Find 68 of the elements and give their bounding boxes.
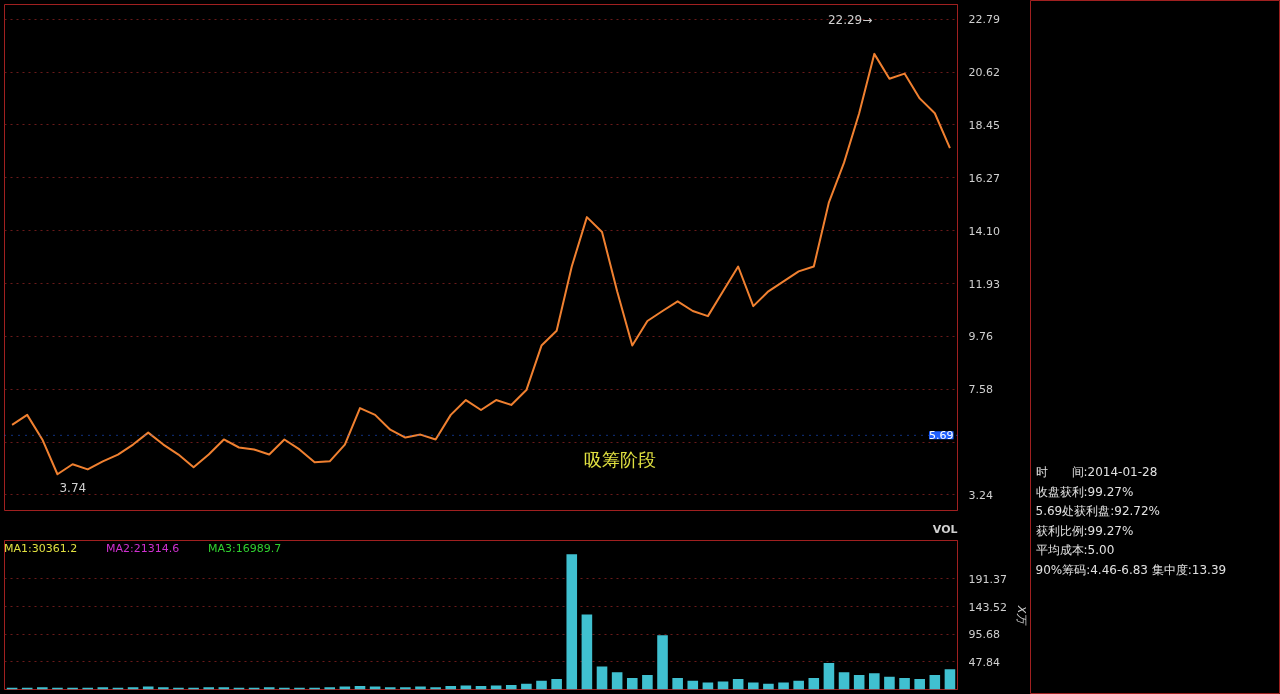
annotation: 22.29→ xyxy=(827,12,873,27)
bar xyxy=(551,679,562,690)
bar xyxy=(460,685,472,690)
bar xyxy=(914,679,925,690)
bar xyxy=(536,680,547,690)
bar xyxy=(263,687,275,690)
bar xyxy=(626,677,638,690)
annotation: 吸筹阶段 xyxy=(583,449,656,471)
bar xyxy=(611,672,623,690)
y-tick-label: 14.10 xyxy=(968,224,1000,238)
bar xyxy=(324,687,336,690)
bar xyxy=(823,662,835,690)
bar xyxy=(687,680,699,690)
bar xyxy=(717,681,729,690)
bar xyxy=(657,635,668,690)
bar xyxy=(763,683,774,690)
bar xyxy=(384,687,396,690)
bar xyxy=(944,669,956,690)
y-tick-label: 143.52 xyxy=(968,600,1007,614)
bar xyxy=(869,673,880,690)
bar xyxy=(505,684,517,690)
text: 平均成本:5.00 xyxy=(1035,543,1115,558)
y-tick-label: 16.27 xyxy=(968,171,1000,185)
annotation: MA2:21314.6 xyxy=(106,541,180,555)
bar xyxy=(596,666,608,690)
bar xyxy=(747,682,759,690)
ref-line-label: 5.69 xyxy=(929,429,954,443)
bar xyxy=(778,682,789,690)
bar xyxy=(521,683,532,690)
bar xyxy=(642,675,653,690)
y-tick-label: 11.93 xyxy=(968,277,1000,291)
bar xyxy=(203,687,215,690)
y-tick-label: 95.68 xyxy=(968,628,1000,642)
bar xyxy=(899,677,910,690)
bar xyxy=(793,680,804,690)
text: 90%筹码:4.46-6.83 集中度:13.39 xyxy=(1035,562,1227,577)
y-tick-label: 3.24 xyxy=(968,488,993,502)
y-tick-label: 47.84 xyxy=(968,655,1000,669)
y-axis-title: X万 xyxy=(1014,604,1028,627)
bar xyxy=(400,687,411,690)
annotation: MA3:16989.7 xyxy=(208,541,282,555)
y-tick-label: 18.45 xyxy=(968,118,1000,132)
chart-title: VOL xyxy=(932,522,958,536)
y-tick-label: 20.62 xyxy=(968,66,1000,80)
bar xyxy=(158,687,169,690)
bar xyxy=(884,676,895,690)
line-series xyxy=(11,52,951,476)
text: 获利比例:99.27% xyxy=(1035,523,1134,538)
text: 收盘获利:99.27% xyxy=(1035,484,1134,499)
bar xyxy=(838,672,850,690)
bar xyxy=(853,675,865,690)
y-tick-label: 191.37 xyxy=(968,572,1007,586)
y-tick-label: 9.76 xyxy=(968,330,993,344)
bar xyxy=(490,685,502,690)
bar xyxy=(732,679,744,690)
bar xyxy=(808,677,820,690)
text: 5.69处获利盘:92.72% xyxy=(1035,504,1161,519)
text: 时 间:2014-01-28 xyxy=(1035,465,1158,480)
y-tick-label: 22.79 xyxy=(968,13,1000,27)
bar xyxy=(672,677,683,690)
annotation: MA1:30361.2 xyxy=(4,541,78,555)
bar xyxy=(581,614,593,690)
y-tick-label: 7.58 xyxy=(968,383,993,397)
bar xyxy=(929,675,941,690)
bar xyxy=(566,554,578,690)
annotation: 3.74 xyxy=(59,481,87,496)
bar xyxy=(37,687,48,690)
bar xyxy=(430,687,441,690)
